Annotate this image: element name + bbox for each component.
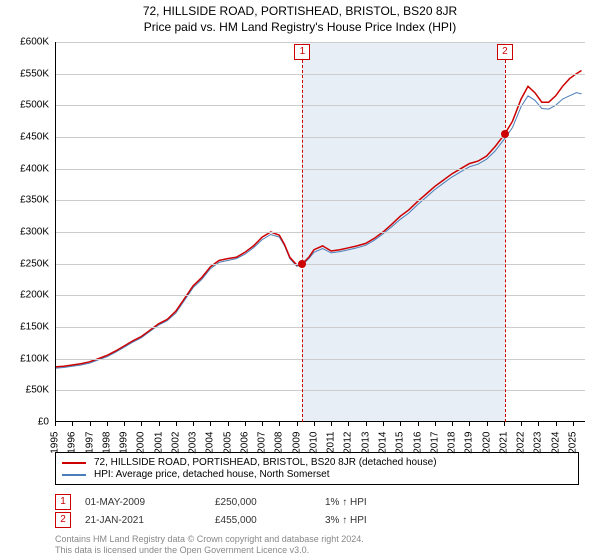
x-tick-mark bbox=[107, 422, 108, 426]
legend-label: HPI: Average price, detached house, Nort… bbox=[94, 469, 330, 480]
legend-box: 72, HILLSIDE ROAD, PORTISHEAD, BRISTOL, … bbox=[55, 452, 579, 485]
x-tick-mark bbox=[469, 422, 470, 426]
y-tick-label: £0 bbox=[0, 417, 49, 428]
x-tick-mark bbox=[245, 422, 246, 426]
sale-dot bbox=[501, 130, 509, 138]
y-tick-label: £400K bbox=[0, 163, 49, 174]
y-tick-label: £300K bbox=[0, 227, 49, 238]
x-tick-mark bbox=[262, 422, 263, 426]
x-tick-mark bbox=[452, 422, 453, 426]
sale-marker-box: 1 bbox=[294, 44, 310, 60]
sale-diff: 3% ↑ HPI bbox=[325, 515, 367, 526]
x-tick-mark bbox=[55, 422, 56, 426]
x-tick-mark bbox=[538, 422, 539, 426]
x-tick-mark bbox=[383, 422, 384, 426]
y-tick-label: £500K bbox=[0, 100, 49, 111]
x-tick-mark bbox=[90, 422, 91, 426]
sale-dot bbox=[298, 260, 306, 268]
sales-row: 1 01-MAY-2009 £250,000 1% ↑ HPI bbox=[55, 494, 367, 510]
x-tick-mark bbox=[314, 422, 315, 426]
x-tick-mark bbox=[504, 422, 505, 426]
sale-marker-1: 1 bbox=[55, 494, 71, 510]
legend-swatch bbox=[62, 474, 86, 476]
x-tick-mark bbox=[366, 422, 367, 426]
legend-row: HPI: Average price, detached house, Nort… bbox=[62, 469, 572, 480]
title-subtitle: Price paid vs. HM Land Registry's House … bbox=[0, 20, 600, 34]
sale-marker-box: 2 bbox=[497, 44, 513, 60]
sales-row: 2 21-JAN-2021 £455,000 3% ↑ HPI bbox=[55, 512, 367, 528]
x-tick-mark bbox=[159, 422, 160, 426]
y-tick-label: £450K bbox=[0, 132, 49, 143]
x-tick-mark bbox=[279, 422, 280, 426]
y-tick-label: £150K bbox=[0, 322, 49, 333]
title-block: 72, HILLSIDE ROAD, PORTISHEAD, BRISTOL, … bbox=[0, 0, 600, 34]
x-tick-mark bbox=[176, 422, 177, 426]
footer-line1: Contains HM Land Registry data © Crown c… bbox=[55, 534, 364, 545]
x-tick-mark bbox=[210, 422, 211, 426]
x-tick-mark bbox=[573, 422, 574, 426]
x-tick-mark bbox=[331, 422, 332, 426]
x-tick-mark bbox=[193, 422, 194, 426]
sale-diff: 1% ↑ HPI bbox=[325, 497, 367, 508]
y-tick-label: £100K bbox=[0, 353, 49, 364]
gridline bbox=[55, 42, 585, 43]
y-tick-label: £200K bbox=[0, 290, 49, 301]
x-tick-mark bbox=[72, 422, 73, 426]
footer-line2: This data is licensed under the Open Gov… bbox=[55, 545, 364, 556]
x-tick-mark bbox=[418, 422, 419, 426]
x-tick-mark bbox=[141, 422, 142, 426]
chart-container: 72, HILLSIDE ROAD, PORTISHEAD, BRISTOL, … bbox=[0, 0, 600, 560]
chart-plot-area: £0£50K£100K£150K£200K£250K£300K£350K£400… bbox=[55, 42, 585, 422]
sales-table: 1 01-MAY-2009 £250,000 1% ↑ HPI 2 21-JAN… bbox=[55, 492, 367, 530]
legend-label: 72, HILLSIDE ROAD, PORTISHEAD, BRISTOL, … bbox=[94, 457, 437, 468]
sale-date: 01-MAY-2009 bbox=[85, 497, 215, 508]
y-tick-label: £600K bbox=[0, 37, 49, 48]
sale-marker-dashline bbox=[302, 60, 303, 422]
x-tick-mark bbox=[228, 422, 229, 426]
y-tick-label: £350K bbox=[0, 195, 49, 206]
y-tick-label: £550K bbox=[0, 68, 49, 79]
sale-price: £250,000 bbox=[215, 497, 325, 508]
sale-marker-dashline bbox=[505, 60, 506, 422]
title-address: 72, HILLSIDE ROAD, PORTISHEAD, BRISTOL, … bbox=[0, 4, 600, 18]
x-tick-mark bbox=[348, 422, 349, 426]
y-axis bbox=[55, 42, 56, 422]
y-tick-label: £250K bbox=[0, 258, 49, 269]
sale-date: 21-JAN-2021 bbox=[85, 515, 215, 526]
sale-marker-2: 2 bbox=[55, 512, 71, 528]
legend-row: 72, HILLSIDE ROAD, PORTISHEAD, BRISTOL, … bbox=[62, 457, 572, 468]
x-tick-mark bbox=[435, 422, 436, 426]
footer-text: Contains HM Land Registry data © Crown c… bbox=[55, 534, 364, 556]
x-tick-mark bbox=[297, 422, 298, 426]
x-tick-mark bbox=[521, 422, 522, 426]
x-tick-mark bbox=[487, 422, 488, 426]
x-tick-mark bbox=[556, 422, 557, 426]
y-tick-label: £50K bbox=[0, 385, 49, 396]
x-tick-mark bbox=[400, 422, 401, 426]
legend-swatch bbox=[62, 462, 86, 464]
sale-price: £455,000 bbox=[215, 515, 325, 526]
x-tick-mark bbox=[124, 422, 125, 426]
series-property bbox=[55, 71, 582, 367]
